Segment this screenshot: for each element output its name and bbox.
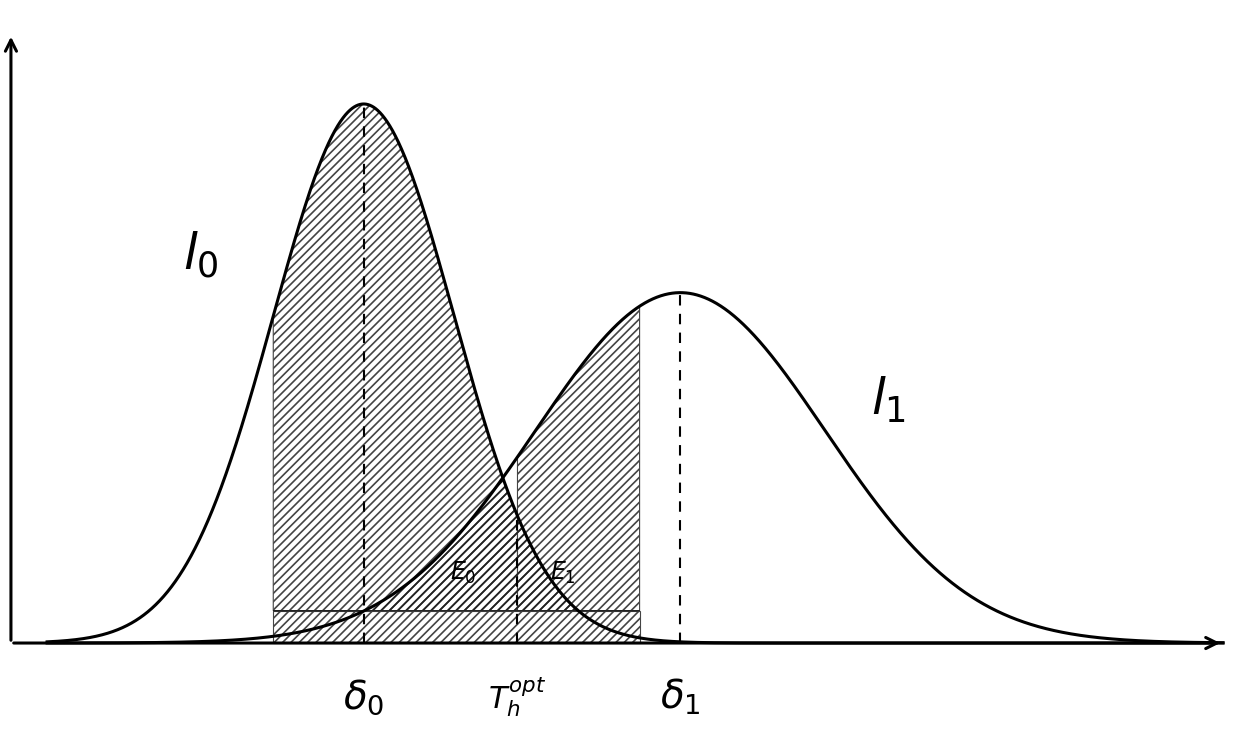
Text: $\it{l}_1$: $\it{l}_1$ <box>871 376 906 426</box>
Text: $T_h^{opt}$: $T_h^{opt}$ <box>488 675 546 719</box>
Text: $\delta_0$: $\delta_0$ <box>343 677 384 716</box>
Text: $E_0$: $E_0$ <box>450 560 476 586</box>
Text: $\delta_1$: $\delta_1$ <box>660 677 700 717</box>
Text: $E_1$: $E_1$ <box>550 560 576 586</box>
Text: $\it{l}_0$: $\it{l}_0$ <box>183 230 219 280</box>
